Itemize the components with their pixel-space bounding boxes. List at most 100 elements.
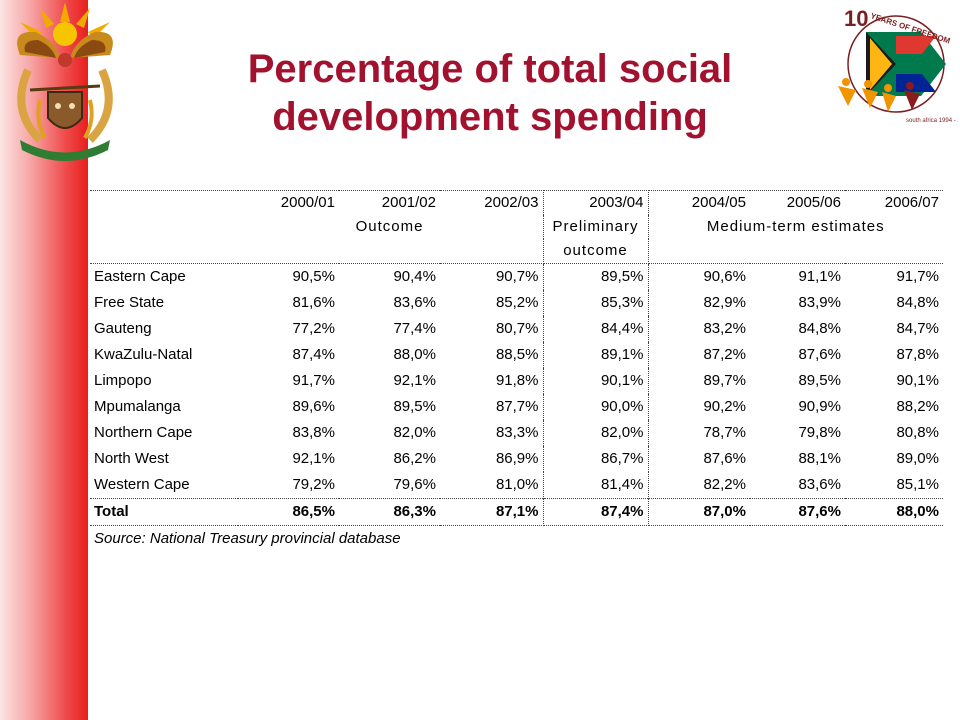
row-label: Northern Cape (94, 424, 193, 441)
value-cell: 87,1% (440, 498, 544, 526)
table-row: Eastern Cape 90,5% 90,4% 90,7% 89,5% 90,6% 91,… (90, 263, 943, 290)
header-blank (90, 239, 238, 264)
header-blank (339, 239, 440, 264)
year-header-row: 2000/01 2001/02 2002/03 2003/04 2004/05 … (90, 190, 943, 215)
value-cell: 85,2% (440, 290, 544, 316)
value-cell: 91,7% (896, 268, 939, 285)
source-note: Source: National Treasury provincial dat… (94, 530, 401, 547)
value-cell: 92,1% (292, 450, 335, 467)
header-blank (238, 215, 339, 239)
value-cell: 81,4% (543, 472, 649, 499)
value-cell: 84,4% (543, 316, 649, 342)
value-cell: 87,0% (648, 498, 750, 526)
value-cell: 89,6% (292, 398, 335, 415)
year-header: 2005/06 (750, 190, 845, 215)
group-header-row: Outcome Preliminary Medium-term estimate… (90, 215, 943, 239)
value-cell: 81,0% (440, 472, 544, 499)
value-cell: 88,2% (896, 398, 939, 415)
value-cell: 83,9% (798, 294, 841, 311)
row-label: Total (90, 498, 238, 526)
value-cell: 85,3% (543, 290, 649, 316)
value-cell: 89,5% (798, 372, 841, 389)
table-row: Northern Cape 83,8% 82,0% 83,3% 82,0% 78,7% 79… (90, 420, 943, 446)
svg-text:10: 10 (844, 6, 868, 31)
value-cell: 90,1% (543, 368, 649, 394)
header-blank (440, 215, 544, 239)
coat-of-arms-logo (17, 2, 113, 161)
value-cell: 90,6% (703, 268, 746, 285)
value-cell: 87,8% (896, 346, 939, 363)
year-header: 2000/01 (238, 190, 339, 215)
ten-years-of-freedom-logo: 10 YEARS OF FREEDOM south africa 1994 - … (838, 6, 958, 124)
group-preliminary-label: Preliminary (543, 215, 649, 239)
row-label: Western Cape (94, 476, 190, 493)
svg-text:south africa 1994 - 2004: south africa 1994 - 2004 (906, 118, 958, 124)
value-cell: 83,6% (798, 476, 841, 493)
value-cell: 89,0% (896, 450, 939, 467)
year-header: 2001/02 (339, 190, 440, 215)
header-blank (90, 215, 238, 239)
value-cell: 90,0% (543, 394, 649, 420)
table-row: Gauteng 77,2% 77,4% 80,7% 84,4% 83,2% 84,8% 84,… (90, 316, 943, 342)
value-cell: 83,6% (393, 294, 436, 311)
row-label: Free State (94, 294, 165, 311)
row-label: Eastern Cape (94, 268, 186, 285)
header-blank (648, 239, 750, 264)
spending-table: 2000/01 2001/02 2002/03 2003/04 2004/05 … (90, 190, 943, 552)
slide-title: Percentage of total social development s… (160, 45, 820, 141)
value-cell: 88,0% (845, 498, 943, 526)
header-blank (845, 239, 943, 264)
value-cell: 84,7% (896, 320, 939, 337)
row-label: North West (94, 450, 169, 467)
table-row: Western Cape 79,2% 79,6% 81,0% 81,4% 82,2% 83,… (90, 472, 943, 499)
value-cell: 78,7% (703, 424, 746, 441)
header-blank (238, 239, 339, 264)
value-cell: 81,6% (292, 294, 335, 311)
group-medium-term-label: Medium-term estimates (706, 218, 885, 235)
value-cell: 86,2% (393, 450, 436, 467)
value-cell: 84,8% (798, 320, 841, 337)
value-cell: 91,1% (798, 268, 841, 285)
value-cell: 89,7% (703, 372, 746, 389)
value-cell: 79,8% (798, 424, 841, 441)
value-cell: 86,5% (238, 498, 339, 526)
value-cell: 92,1% (393, 372, 436, 389)
value-cell: 82,2% (703, 476, 746, 493)
year-header: 2004/05 (648, 190, 750, 215)
value-cell: 89,5% (393, 398, 436, 415)
value-cell: 88,0% (393, 346, 436, 363)
table-row: Mpumalanga 89,6% 89,5% 87,7% 90,0% 90,2% 90,9%… (90, 394, 943, 420)
table-row: North West 92,1% 86,2% 86,9% 86,7% 87,6% 88,1%… (90, 446, 943, 472)
row-label: Mpumalanga (94, 398, 181, 415)
value-cell: 82,0% (393, 424, 436, 441)
value-cell: 87,4% (292, 346, 335, 363)
group-preliminary-label-2: outcome (543, 239, 649, 264)
value-cell: 82,9% (703, 294, 746, 311)
value-cell: 91,7% (292, 372, 335, 389)
group-header-row-2: outcome (90, 239, 943, 264)
value-cell: 88,1% (798, 450, 841, 467)
value-cell: 83,8% (292, 424, 335, 441)
table-row: Free State 81,6% 83,6% 85,2% 85,3% 82,9% 83,9%… (90, 290, 943, 316)
value-cell: 83,3% (440, 420, 544, 446)
title-line-1: Percentage of total social (247, 47, 733, 91)
value-cell: 79,2% (292, 476, 335, 493)
value-cell: 90,5% (292, 268, 335, 285)
year-header: 2002/03 (440, 190, 544, 215)
value-cell: 79,6% (393, 476, 436, 493)
row-label: Gauteng (94, 320, 152, 337)
value-cell: 90,7% (440, 263, 544, 290)
value-cell: 88,5% (440, 342, 544, 368)
value-cell: 82,0% (543, 420, 649, 446)
value-cell: 90,1% (896, 372, 939, 389)
year-header: 2006/07 (845, 190, 943, 215)
value-cell: 83,2% (703, 320, 746, 337)
table-row: Limpopo 91,7% 92,1% 91,8% 90,1% 89,7% 89,5% 90,… (90, 368, 943, 394)
value-cell: 87,2% (703, 346, 746, 363)
value-cell: 87,7% (440, 394, 544, 420)
value-cell: 80,7% (440, 316, 544, 342)
group-outcome-label: Outcome (355, 218, 424, 235)
title-line-2: development spending (272, 95, 708, 139)
row-label: Limpopo (94, 372, 152, 389)
value-cell: 77,2% (292, 320, 335, 337)
